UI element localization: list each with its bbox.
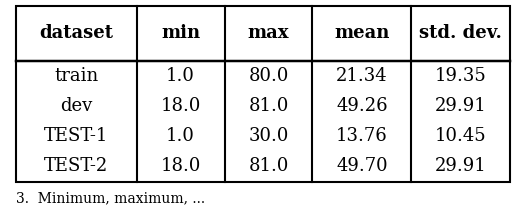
- Text: mean: mean: [334, 24, 390, 42]
- Text: std. dev.: std. dev.: [419, 24, 502, 42]
- Text: 18.0: 18.0: [160, 157, 201, 175]
- Text: 80.0: 80.0: [248, 67, 289, 85]
- Text: 1.0: 1.0: [166, 67, 195, 85]
- Text: dev: dev: [60, 97, 93, 115]
- Text: 49.26: 49.26: [336, 97, 388, 115]
- Text: 21.34: 21.34: [336, 67, 388, 85]
- Text: TEST-1: TEST-1: [44, 127, 108, 145]
- Text: 81.0: 81.0: [248, 157, 289, 175]
- Text: 1.0: 1.0: [166, 127, 195, 145]
- Text: TEST-2: TEST-2: [44, 157, 108, 175]
- Text: 19.35: 19.35: [435, 67, 487, 85]
- Text: 29.91: 29.91: [435, 97, 487, 115]
- Text: 13.76: 13.76: [336, 127, 388, 145]
- Text: 29.91: 29.91: [435, 157, 487, 175]
- Text: min: min: [161, 24, 200, 42]
- Text: max: max: [248, 24, 289, 42]
- Text: 49.70: 49.70: [336, 157, 388, 175]
- Text: 3.  Minimum, maximum, ...: 3. Minimum, maximum, ...: [16, 191, 205, 205]
- Text: train: train: [54, 67, 98, 85]
- Text: 10.45: 10.45: [435, 127, 487, 145]
- Text: 81.0: 81.0: [248, 97, 289, 115]
- Text: 30.0: 30.0: [248, 127, 289, 145]
- Text: 18.0: 18.0: [160, 97, 201, 115]
- Text: dataset: dataset: [39, 24, 113, 42]
